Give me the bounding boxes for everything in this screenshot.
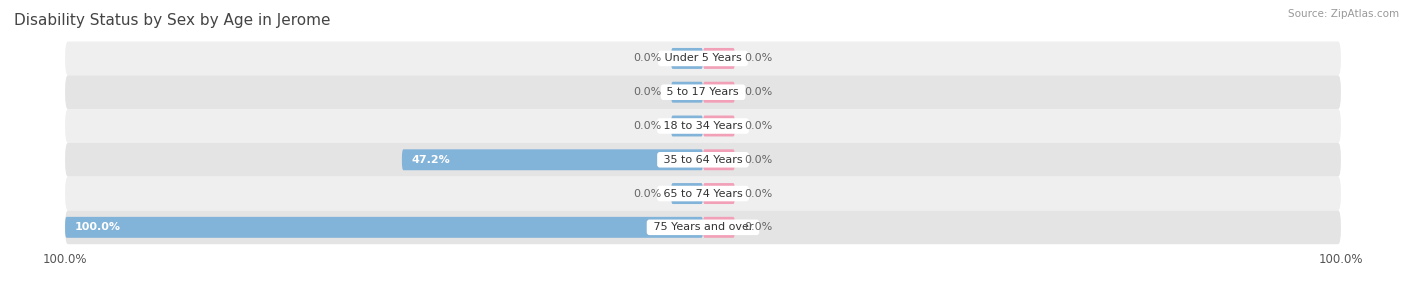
Text: 100.0%: 100.0% xyxy=(75,222,121,232)
FancyBboxPatch shape xyxy=(402,149,703,170)
Text: Disability Status by Sex by Age in Jerome: Disability Status by Sex by Age in Jerom… xyxy=(14,13,330,28)
FancyBboxPatch shape xyxy=(671,82,703,103)
Text: 0.0%: 0.0% xyxy=(633,54,662,64)
Text: 0.0%: 0.0% xyxy=(633,121,662,131)
Text: 0.0%: 0.0% xyxy=(744,121,773,131)
FancyBboxPatch shape xyxy=(65,210,1341,244)
FancyBboxPatch shape xyxy=(65,42,1341,75)
FancyBboxPatch shape xyxy=(703,48,735,69)
Text: 0.0%: 0.0% xyxy=(633,87,662,97)
FancyBboxPatch shape xyxy=(671,116,703,136)
FancyBboxPatch shape xyxy=(65,109,1341,143)
Text: 18 to 34 Years: 18 to 34 Years xyxy=(659,121,747,131)
Text: 0.0%: 0.0% xyxy=(744,54,773,64)
Text: 0.0%: 0.0% xyxy=(744,222,773,232)
FancyBboxPatch shape xyxy=(65,217,703,238)
FancyBboxPatch shape xyxy=(703,183,735,204)
FancyBboxPatch shape xyxy=(65,177,1341,210)
Text: 47.2%: 47.2% xyxy=(412,155,450,165)
Text: 75 Years and over: 75 Years and over xyxy=(650,222,756,232)
Text: Source: ZipAtlas.com: Source: ZipAtlas.com xyxy=(1288,9,1399,19)
Text: 0.0%: 0.0% xyxy=(744,188,773,199)
Text: 0.0%: 0.0% xyxy=(633,188,662,199)
FancyBboxPatch shape xyxy=(703,149,735,170)
FancyBboxPatch shape xyxy=(703,217,735,238)
Text: 0.0%: 0.0% xyxy=(744,155,773,165)
FancyBboxPatch shape xyxy=(65,75,1341,109)
Text: 5 to 17 Years: 5 to 17 Years xyxy=(664,87,742,97)
Text: 65 to 74 Years: 65 to 74 Years xyxy=(659,188,747,199)
FancyBboxPatch shape xyxy=(671,48,703,69)
Text: 35 to 64 Years: 35 to 64 Years xyxy=(659,155,747,165)
FancyBboxPatch shape xyxy=(671,183,703,204)
FancyBboxPatch shape xyxy=(703,116,735,136)
Text: 0.0%: 0.0% xyxy=(744,87,773,97)
FancyBboxPatch shape xyxy=(65,143,1341,177)
FancyBboxPatch shape xyxy=(703,82,735,103)
Text: Under 5 Years: Under 5 Years xyxy=(661,54,745,64)
